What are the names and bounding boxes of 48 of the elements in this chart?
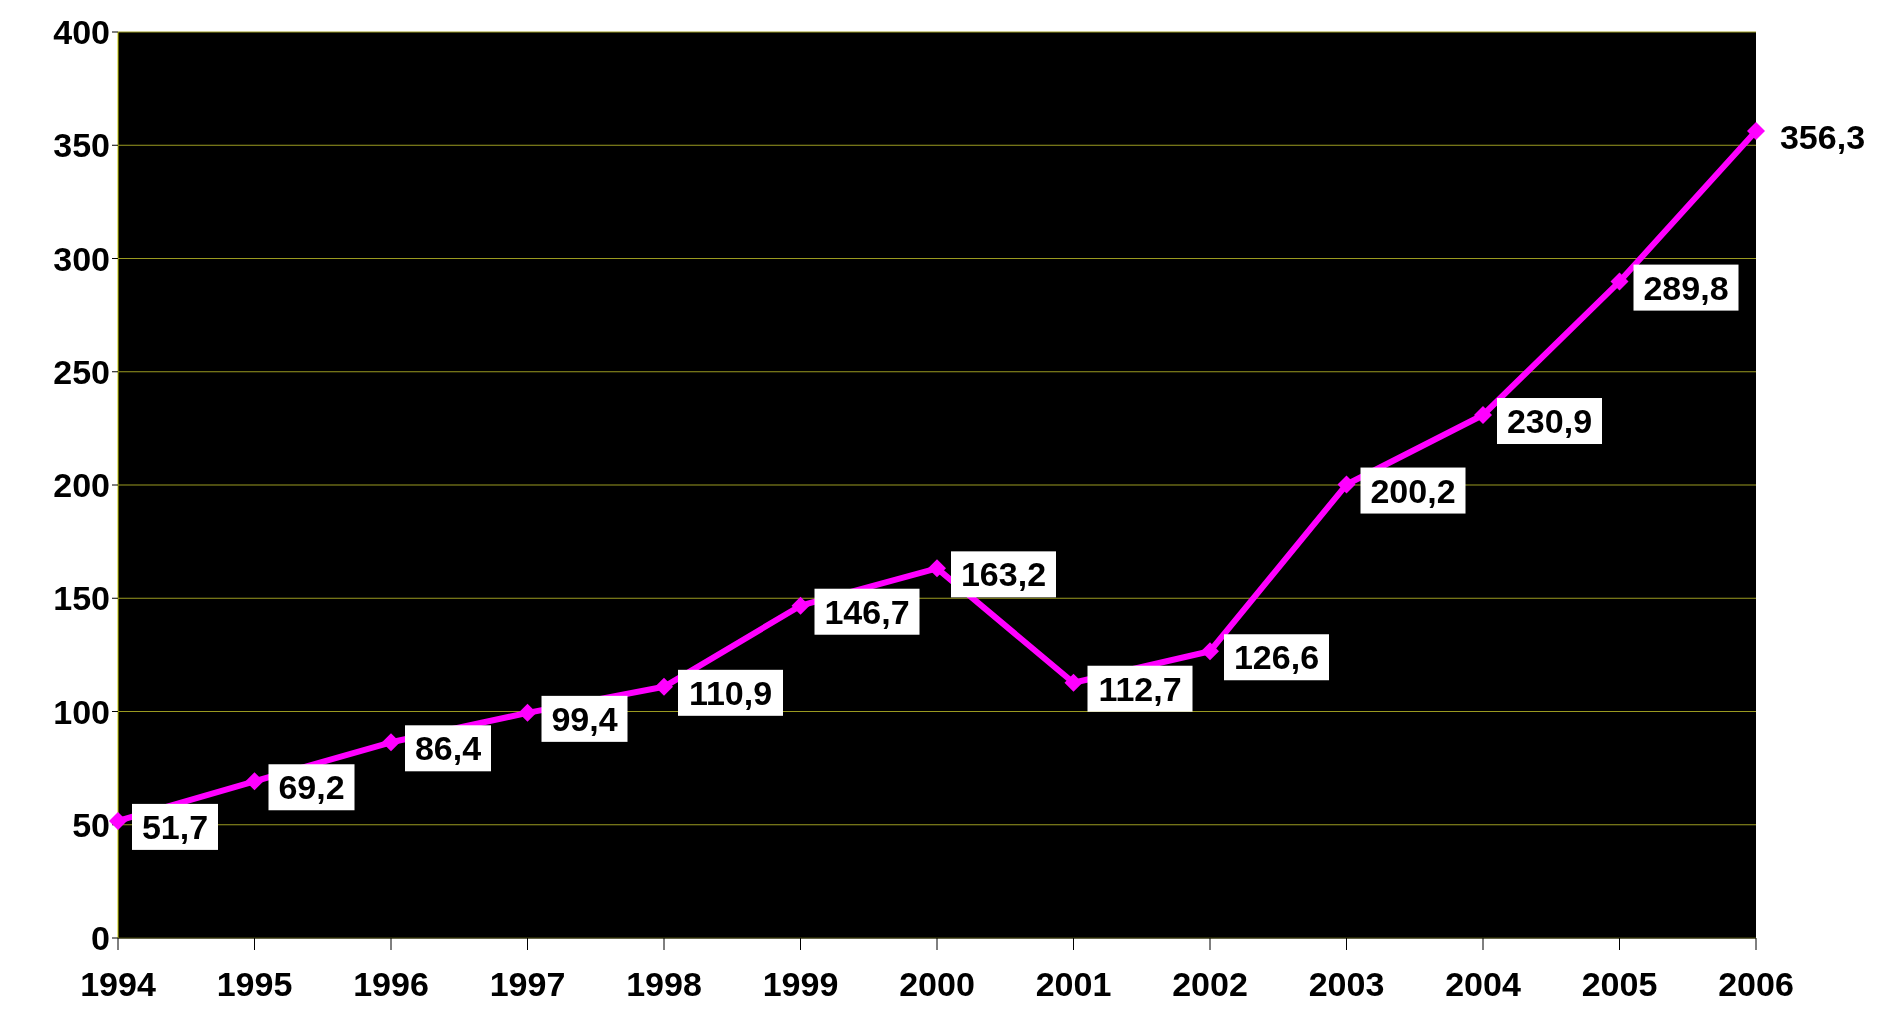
y-tick-label: 50 [72,805,110,844]
point [1474,406,1492,425]
x-tick-label: 1994 [80,965,156,1004]
data-label: 86,4 [414,729,482,768]
data-label: 230,9 [1506,402,1593,441]
y-tick-label: 100 [53,692,110,731]
data-label: 51,7 [141,807,209,846]
data-label: 99,4 [551,699,618,738]
x-tick-label: 2001 [1035,965,1112,1004]
x-tick-label: 2000 [899,965,975,1004]
x-tick-label: 2005 [1581,965,1658,1004]
y-tick-label: 400 [53,13,110,52]
point [1610,272,1629,291]
y-tick-label: 250 [53,352,110,391]
x-tick-label: 1999 [762,965,839,1004]
data-label: 112,7 [1098,669,1182,708]
point [1337,475,1356,494]
point [245,772,264,791]
point [518,703,537,722]
y-tick-label: 0 [91,919,110,958]
y-tick-label: 150 [53,579,110,618]
data-label: 69,2 [278,768,345,807]
x-tick-label: 1996 [353,965,429,1004]
x-tick-label: 2004 [1445,965,1521,1004]
x-tick-label: 2003 [1308,965,1385,1004]
y-tick-label: 300 [53,239,110,278]
data-label: 289,8 [1643,268,1729,307]
data-label: 126,6 [1233,638,1320,677]
point [109,811,127,830]
x-tick-label: 2002 [1172,965,1248,1004]
y-tick-label: 350 [53,126,110,165]
point [791,596,810,615]
y-tick-label: 200 [53,466,110,505]
x-tick-label: 1995 [216,965,293,1004]
x-tick-label: 2006 [1718,965,1794,1004]
point [1747,121,1765,140]
point [1201,642,1219,661]
point [928,559,946,578]
data-label: 146,7 [824,592,910,631]
data-label: 163,2 [960,555,1047,594]
point [382,733,400,752]
data-label: 110,9 [688,673,773,712]
data-label: 356,3 [1779,117,1866,156]
point [655,677,673,696]
data-label: 200,2 [1370,471,1456,510]
x-tick-label: 1997 [489,965,566,1004]
point [1064,673,1083,692]
x-tick-label: 1998 [626,965,702,1004]
